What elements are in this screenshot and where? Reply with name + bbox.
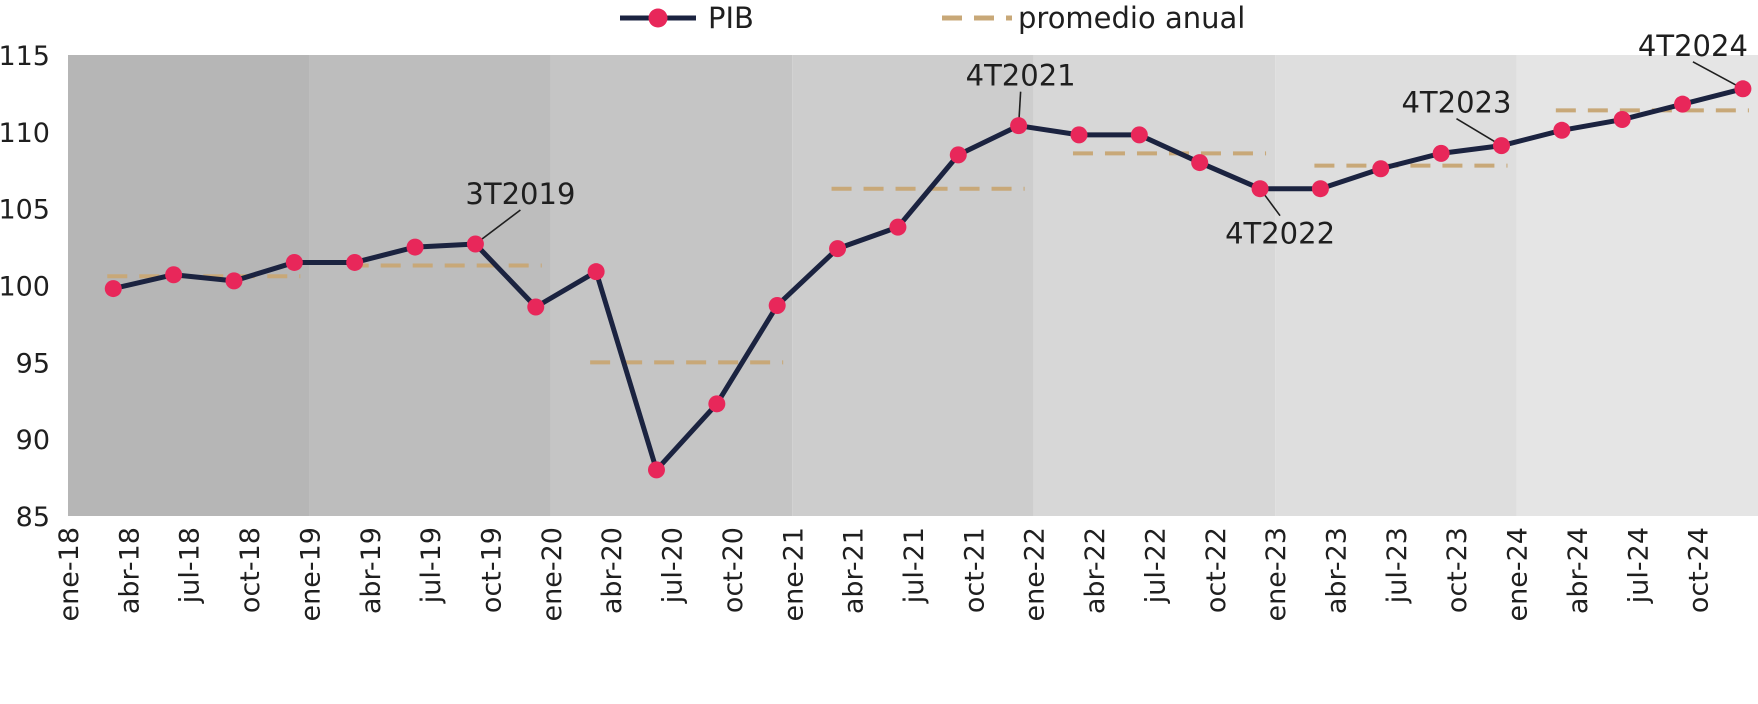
year-band — [1516, 55, 1758, 516]
x-tick-label: jul-19 — [416, 527, 447, 604]
pib-point — [165, 266, 183, 284]
year-band — [792, 55, 1034, 516]
x-tick-label: oct-24 — [1684, 527, 1715, 613]
pib-point — [647, 461, 665, 479]
annotation-label: 3T2019 — [465, 177, 575, 211]
pib-point — [1432, 144, 1450, 162]
pib-point — [1553, 121, 1571, 139]
x-tick-label: jul-18 — [175, 527, 206, 604]
annotation-leader — [1692, 61, 1744, 90]
annotation-leader — [474, 209, 521, 245]
pib-point — [466, 235, 484, 253]
x-tick-label: jul-22 — [1140, 527, 1171, 604]
year-band — [1033, 55, 1276, 516]
pib-point — [708, 395, 726, 413]
x-tick-label: abr-24 — [1563, 527, 1594, 614]
pib-point — [346, 253, 364, 271]
year-background-bands — [68, 55, 1758, 516]
y-tick-label: 105 — [0, 195, 50, 226]
x-tick-label: abr-19 — [356, 527, 387, 614]
year-band — [309, 55, 551, 516]
y-tick-label: 100 — [0, 272, 50, 303]
x-tick-label: jul-20 — [658, 527, 689, 604]
x-tick-label: ene-23 — [1261, 527, 1292, 621]
pib-point — [889, 218, 907, 236]
pib-point — [406, 238, 424, 256]
pib-point — [587, 263, 605, 281]
y-tick-label: 85 — [16, 502, 50, 533]
pib-point — [1674, 95, 1692, 113]
annotation-label: 4T2021 — [966, 59, 1076, 93]
legend-label-pib: PIB — [708, 1, 754, 35]
y-tick-label: 95 — [16, 348, 50, 379]
y-axis: 85 90 95 100 105 110 115 — [0, 41, 50, 533]
pib-point — [1251, 180, 1269, 198]
annotation-label: 4T2022 — [1225, 217, 1335, 251]
year-band — [68, 55, 310, 516]
pib-point — [768, 296, 786, 314]
x-tick-label: oct-22 — [1201, 527, 1232, 613]
x-tick-label: oct-21 — [959, 527, 990, 613]
pib-point — [1070, 126, 1088, 144]
y-tick-label: 110 — [0, 118, 50, 149]
legend-pib-marker — [648, 8, 668, 28]
annotation-leader — [1456, 117, 1502, 147]
x-tick-label: oct-20 — [718, 527, 749, 613]
x-axis: ene-18 abr-18 jul-18 oct-18 ene-19 abr-19 jul-… — [54, 527, 1715, 621]
x-tick-label: oct-23 — [1442, 527, 1473, 613]
x-tick-label: ene-20 — [537, 527, 568, 621]
pib-point — [1372, 160, 1390, 178]
pib-point — [225, 272, 243, 290]
pib-point — [1311, 180, 1329, 198]
pib-point — [1010, 117, 1028, 135]
x-tick-label: oct-19 — [477, 527, 508, 613]
pib-point — [1734, 80, 1752, 98]
pib-point — [1191, 154, 1209, 172]
x-tick-label: abr-21 — [839, 527, 870, 614]
x-tick-label: jul-24 — [1623, 527, 1654, 604]
legend-item-pib: PIB — [620, 1, 754, 35]
x-tick-label: ene-22 — [1020, 527, 1051, 621]
pib-line — [112, 86, 1744, 473]
y-tick-label: 115 — [0, 41, 50, 72]
year-band — [550, 55, 793, 516]
y-tick-label: 90 — [16, 425, 50, 456]
legend: PIB promedio anual — [620, 1, 1245, 35]
legend-item-promedio-anual: promedio anual — [942, 1, 1245, 35]
x-tick-label: abr-23 — [1322, 527, 1353, 614]
x-tick-label: jul-23 — [1382, 527, 1413, 604]
x-tick-label: ene-19 — [295, 527, 326, 621]
pib-point — [104, 280, 122, 298]
pib-point — [527, 298, 545, 316]
year-band — [1275, 55, 1517, 516]
pib-point — [1492, 137, 1510, 155]
x-tick-label: ene-24 — [1503, 527, 1534, 621]
x-tick-label: abr-22 — [1080, 527, 1111, 614]
pib-point — [1130, 126, 1148, 144]
pib-point — [1613, 111, 1631, 129]
pib-point — [829, 240, 847, 258]
pib-point — [949, 146, 967, 164]
annotations: 3T2019 4T2021 4T2022 4T2023 4T2024 — [465, 29, 1747, 251]
pib-point — [285, 253, 303, 271]
annotation-label: 4T2023 — [1401, 86, 1511, 120]
x-tick-label: ene-18 — [54, 527, 85, 621]
annotation-label: 4T2024 — [1638, 29, 1748, 63]
x-tick-label: jul-21 — [899, 527, 930, 604]
legend-label-promedio-anual: promedio anual — [1018, 1, 1245, 35]
x-tick-label: oct-18 — [235, 527, 266, 613]
x-tick-label: abr-18 — [114, 527, 145, 614]
x-tick-label: ene-21 — [778, 527, 809, 621]
x-tick-label: abr-20 — [597, 527, 628, 614]
pib-series — [104, 80, 1752, 479]
